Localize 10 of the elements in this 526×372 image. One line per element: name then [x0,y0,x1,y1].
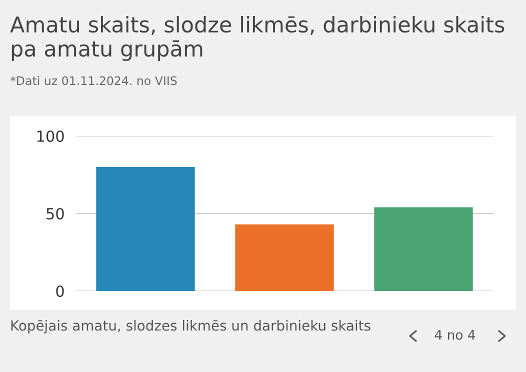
bar [235,224,334,291]
chart-subtitle: *Dati uz 01.11.2024. no VIIS [10,76,177,86]
y-tick-label: 100 [37,130,64,142]
y-tick-label: 50 [46,208,64,220]
y-tick-label: 0 [56,285,64,298]
bar [96,167,195,291]
chart-title: Amatu skaits, slodze likmēs, darbinieku skaits pa amatu grupām [10,16,504,61]
bar [374,207,473,291]
text: Kopējais amatu, slodzes likmēs un darbinieku skaits [11,320,370,334]
text: 4 no 4 [434,330,476,340]
